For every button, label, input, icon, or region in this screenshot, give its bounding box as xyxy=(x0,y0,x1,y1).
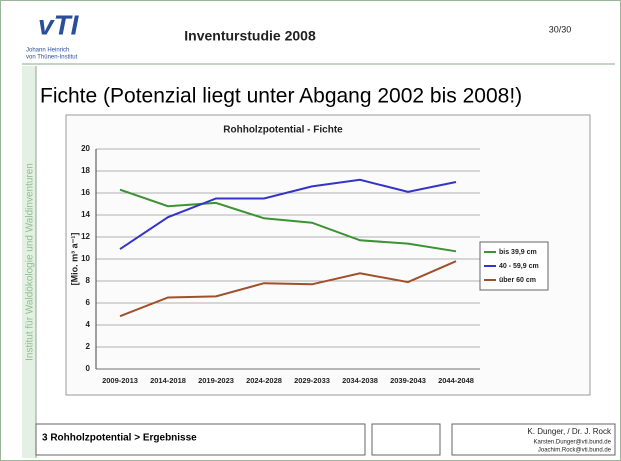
y-axis-label: [Mio. m³ a⁻¹] xyxy=(69,233,79,286)
y-tick-label: 18 xyxy=(81,166,90,175)
y-tick-label: 10 xyxy=(81,254,90,263)
x-tick-label: 2014-2018 xyxy=(150,376,186,385)
y-tick-label: 6 xyxy=(86,298,91,307)
footer-email: Joachim.Rock@vti.bund.de xyxy=(538,448,612,454)
y-tick-label: 16 xyxy=(81,188,90,197)
page-number: 30/30 xyxy=(549,24,572,34)
x-tick-label: 2009-2013 xyxy=(102,376,138,385)
series-line xyxy=(119,260,457,318)
y-tick-label: 0 xyxy=(86,364,91,373)
y-tick-label: 20 xyxy=(81,144,90,153)
header-title: Inventurstudie 2008 xyxy=(184,28,316,44)
x-tick-label: 2019-2023 xyxy=(198,376,234,385)
x-tick-label: 2039-2043 xyxy=(390,376,426,385)
logo: vTI xyxy=(38,9,80,40)
footer-box xyxy=(451,423,616,456)
footer-authors: K. Dunger, / Dr. J. Rock xyxy=(527,427,612,436)
y-tick-label: 14 xyxy=(81,210,90,219)
x-tick-label: 2024-2028 xyxy=(246,376,282,385)
x-tick-label: 2044-2048 xyxy=(438,376,474,385)
chart-title: Rohholzpotential - Fichte xyxy=(223,125,343,136)
y-tick-label: 12 xyxy=(81,232,90,241)
heading: Fichte (Potenzial liegt unter Abgang 200… xyxy=(40,85,522,108)
footer-section: 3 Rohholzpotential > Ergebnisse xyxy=(42,433,197,444)
side-text: Institut für Waldökologie und Waldinvent… xyxy=(25,163,36,361)
series-line xyxy=(119,188,457,253)
logo-line: Johann Heinrich xyxy=(26,48,69,54)
side-strip xyxy=(22,66,36,458)
legend-label: 40 - 59,9 cm xyxy=(499,263,539,270)
y-tick-label: 8 xyxy=(86,276,91,285)
footer-email: Karsten.Dunger@vti.bund.de xyxy=(534,440,612,446)
y-tick-label: 2 xyxy=(86,342,91,351)
logo-line: von Thünen-Institut xyxy=(26,55,78,61)
x-tick-label: 2029-2033 xyxy=(294,376,330,385)
y-tick-label: 4 xyxy=(86,320,91,329)
legend-label: über 60 cm xyxy=(499,277,536,284)
x-tick-label: 2034-2038 xyxy=(342,376,378,385)
legend-label: bis 39,9 cm xyxy=(499,249,537,256)
footer-box xyxy=(371,423,441,456)
footer-box xyxy=(35,423,366,456)
series-line xyxy=(119,178,457,250)
